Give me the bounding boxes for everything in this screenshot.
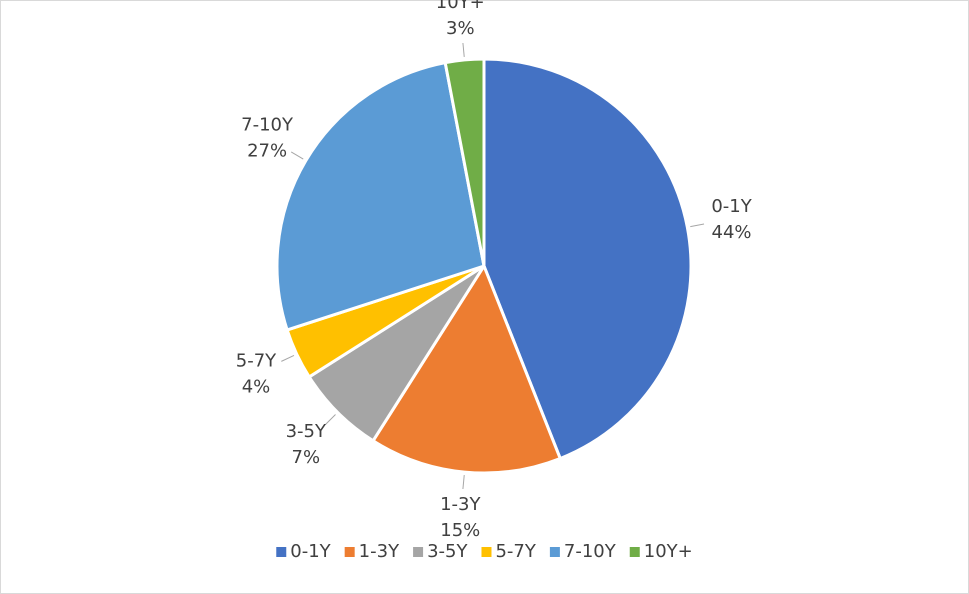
pie-slice: [275, 60, 486, 332]
value-label: 27%: [247, 141, 287, 162]
pie-slice: [371, 262, 563, 475]
legend-label: 5-7Y: [495, 541, 536, 562]
category-label: 0-1Y: [711, 196, 752, 217]
pie-slice: [443, 57, 486, 267]
legend-swatch: [413, 547, 424, 557]
legend-swatch: [629, 547, 640, 557]
pie-slice: [482, 57, 693, 461]
leader-line: [281, 354, 295, 362]
value-label: 7%: [292, 447, 321, 468]
value-label: 15%: [440, 520, 480, 541]
category-label: 1-3Y: [440, 494, 481, 515]
leader-line: [690, 223, 705, 228]
leader-line: [325, 414, 336, 425]
leader-line: [462, 42, 465, 57]
category-label: 7-10Y: [241, 115, 294, 136]
category-label: 5-7Y: [236, 350, 277, 371]
leader-line: [462, 475, 465, 490]
legend-label: 7-10Y: [564, 541, 617, 562]
value-label: 3%: [446, 18, 475, 39]
value-label: 44%: [712, 222, 752, 243]
legend-label: 1-3Y: [359, 541, 400, 562]
legend-label: 3-5Y: [427, 541, 468, 562]
legend-swatch: [481, 547, 492, 557]
leader-line: [290, 151, 304, 160]
legend-swatch: [344, 547, 355, 557]
category-label: 10Y+: [436, 0, 485, 13]
category-label: 3-5Y: [286, 421, 327, 442]
legend: 0-1Y 1-3Y 3-5Y 5-7Y 7-10Y 10Y+: [276, 541, 693, 562]
legend-swatch: [549, 547, 560, 557]
value-label: 4%: [242, 376, 271, 397]
legend-label: 0-1Y: [290, 541, 331, 562]
legend-label: 10Y+: [644, 541, 693, 562]
legend-swatch: [276, 547, 287, 557]
